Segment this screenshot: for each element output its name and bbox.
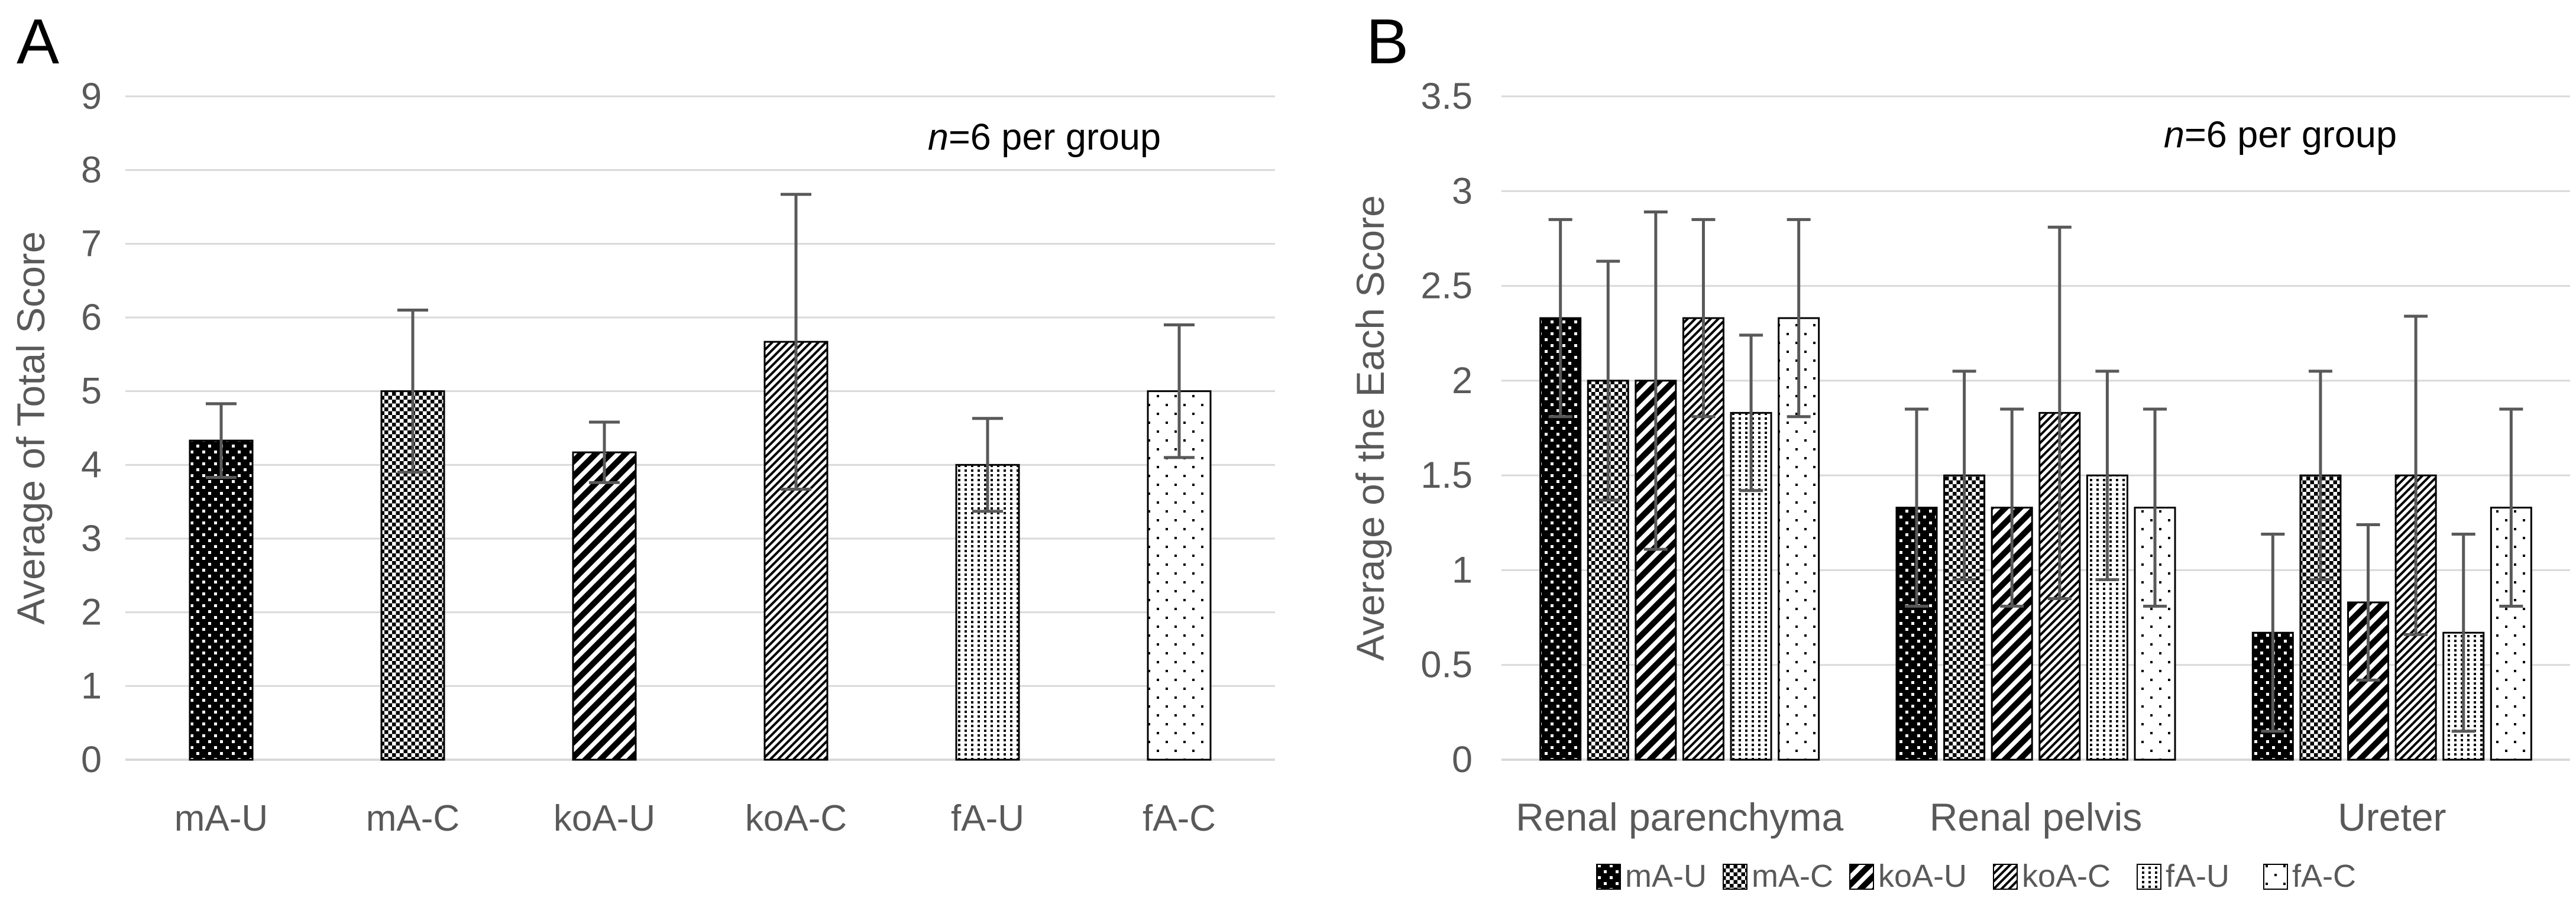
panel-b-label: B [1366, 5, 1409, 77]
y-tick-label: 2 [81, 592, 102, 633]
panel-a-chart: 0 1 2 3 4 5 6 7 8 9 mA-U mA-C koA-U koA-C fA-U fA-C Aver… [9, 76, 1275, 839]
x-category-label: mA-U [174, 798, 268, 839]
y-tick-label: 5 [81, 371, 102, 412]
panel-a-sample-size-annotation: n=6 per group [928, 116, 1161, 158]
y-tick-label: 3.5 [1420, 76, 1473, 117]
bar-mA-U-ma-u [189, 439, 254, 761]
panel-b-sample-size-annotation: n=6 per group [2164, 114, 2397, 156]
error-bar-fA-C-fa-c [1164, 323, 1195, 459]
legend-swatch-dot-grid-icon [2137, 864, 2161, 890]
error-bar-mA-C-ma-c [397, 309, 428, 474]
x-category-label: mA-C [366, 798, 459, 839]
legend-swatch-diagonal-wide-icon [1849, 864, 1874, 890]
error-bar-koA-C-renal-parenchyma [1691, 218, 1716, 419]
y-tick-label: 7 [81, 223, 102, 264]
y-tick-label: 2.5 [1420, 265, 1473, 307]
y-tick-label: 2 [1452, 360, 1473, 401]
legend-item-mA-U: mA-U [1596, 858, 1707, 894]
bar-fA-U-fa-u [955, 464, 1020, 761]
y-tick-label: 9 [81, 76, 102, 117]
legend-swatch-dots-sparse-icon [2263, 864, 2288, 890]
legend-label: mA-U [1625, 858, 1707, 894]
error-bar-koA-C-ureter [2404, 315, 2428, 636]
error-bar-koA-C-koa-c [781, 193, 811, 491]
error-bar-fA-U-fa-u [972, 417, 1003, 513]
legend-label: fA-U [2166, 858, 2229, 894]
y-tick-label: 0 [1452, 739, 1473, 780]
error-bar-fA-U-renal-pelvis [2095, 370, 2119, 581]
error-bar-fA-U-ureter [2451, 533, 2475, 733]
error-bar-fA-C-renal-pelvis [2143, 407, 2167, 608]
panel-a-label: A [17, 5, 60, 77]
y-axis-title: Average of Total Score [9, 231, 53, 624]
error-bar-fA-C-ureter [2499, 407, 2523, 608]
legend-item-fA-C: fA-C [2263, 858, 2356, 894]
error-bar-mA-C-ureter [2308, 370, 2332, 581]
legend-label: mA-C [1752, 858, 1833, 894]
y-tick-label: 3 [1452, 170, 1473, 212]
panel-b-chart: 0 0.5 1 1.5 2 2.5 3 3.5 Renal parenchyma Renal pe… [1348, 76, 2570, 894]
y-tick-label: 6 [81, 297, 102, 338]
error-bar-koA-U-koa-u [589, 420, 620, 484]
legend-item-koA-C: koA-C [1993, 858, 2111, 894]
y-axis-title: Average of the Each Score [1348, 195, 1392, 661]
error-bar-koA-U-ureter [2356, 523, 2380, 682]
y-tick-label: 4 [81, 444, 102, 485]
x-category-label: koA-C [745, 798, 847, 839]
error-bar-mA-C-renal-parenchyma [1596, 260, 1620, 502]
bar-koA-U-koa-u [572, 451, 637, 761]
error-bar-mA-U-ureter [2261, 533, 2285, 733]
error-bar-fA-C-renal-parenchyma [1787, 218, 1811, 419]
annotation-italic-n: n [927, 116, 949, 158]
annotation-italic-n: n [2163, 114, 2185, 155]
y-tick-label: 1 [81, 665, 102, 706]
legend-label: koA-C [2022, 858, 2111, 894]
error-bar-koA-U-renal-pelvis [2000, 407, 2024, 608]
annotation-text: =6 per group [2184, 114, 2397, 155]
annotation-text: =6 per group [948, 116, 1161, 158]
legend-item-koA-U: koA-U [1849, 858, 1967, 894]
y-tick-label: 8 [81, 150, 102, 191]
legend-swatch-dots-white-on-black-icon [1596, 864, 1621, 890]
x-category-label: fA-U [951, 798, 1024, 839]
error-bar-mA-U-renal-pelvis [1905, 407, 1928, 608]
legend-label: fA-C [2292, 858, 2356, 894]
y-tick-label: 0.5 [1420, 644, 1473, 686]
y-tick-label: 0 [81, 739, 102, 780]
y-tick-label: 1.5 [1420, 455, 1473, 496]
error-bar-mA-U-ma-u [206, 402, 237, 479]
x-category-label: Ureter [2338, 795, 2446, 839]
legend-item-fA-U: fA-U [2137, 858, 2229, 894]
x-category-label: Renal pelvis [1930, 795, 2143, 839]
legend-item-mA-C: mA-C [1723, 858, 1833, 894]
error-bar-mA-C-renal-pelvis [1952, 370, 1976, 581]
error-bar-mA-U-renal-parenchyma [1548, 218, 1572, 419]
y-tick-label: 3 [81, 518, 102, 559]
x-category-label: Renal parenchyma [1516, 795, 1843, 839]
x-category-label: fA-C [1143, 798, 1216, 839]
error-bar-koA-U-renal-parenchyma [1643, 210, 1668, 551]
x-category-label: koA-U [554, 798, 655, 839]
legend-swatch-checkerboard-icon [1723, 864, 1747, 890]
legend-label: koA-U [1878, 858, 1967, 894]
error-bar-fA-U-renal-parenchyma [1739, 333, 1763, 492]
error-bar-koA-C-renal-pelvis [2047, 225, 2072, 601]
y-tick-label: 1 [1452, 549, 1473, 591]
legend-swatch-diagonal-thin-icon [1993, 864, 2018, 890]
bar-mA-U-renal-pelvis [1895, 507, 1938, 761]
